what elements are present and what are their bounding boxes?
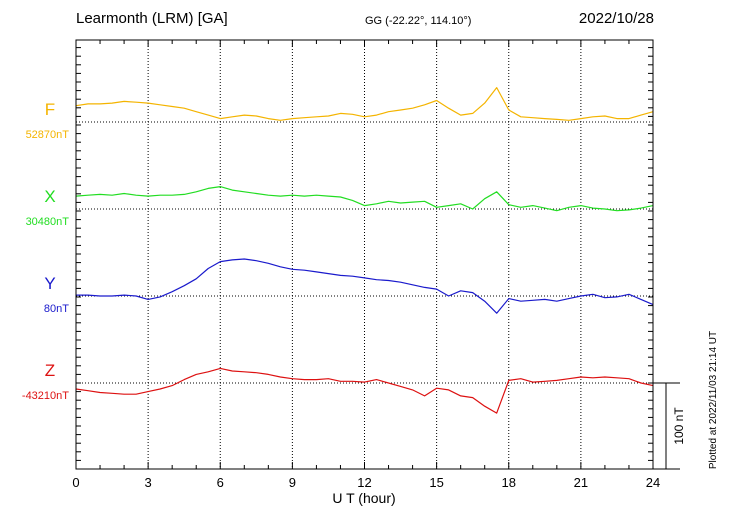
series-line-x [75, 186, 654, 212]
series-name-y: Y [44, 274, 55, 293]
series-line-f [75, 86, 654, 121]
label-layer: 0 3 6 9 12 15 18 21 24 F 52870nT X 30480nT Y 80nT Z -432… [22, 100, 660, 490]
series-name-f: F [45, 100, 55, 119]
series-layer [75, 86, 654, 414]
x-tick-label: 0 [72, 475, 79, 490]
x-tick-label: 24 [646, 475, 660, 490]
x-axis-title: U T (hour) [332, 490, 395, 506]
plotted-timestamp: Plotted at 2022/11/03 21:14 UT [708, 331, 719, 469]
baseline-label-x: 30480nT [26, 216, 70, 228]
series-name-z: Z [45, 361, 55, 380]
baseline-label-f: 52870nT [26, 129, 70, 141]
x-tick-label: 9 [289, 475, 296, 490]
x-tick-label: 15 [429, 475, 443, 490]
series-name-x: X [44, 187, 55, 206]
scale-bar [653, 382, 680, 470]
baseline-layer [76, 121, 653, 384]
baseline-label-y: 80nT [44, 303, 69, 315]
x-tick-label: 18 [502, 475, 516, 490]
x-tick-label: 6 [217, 475, 224, 490]
plot-date: 2022/10/28 [578, 10, 654, 27]
station-title: Learmonth (LRM) [GA] [76, 10, 228, 27]
x-tick-label: 3 [145, 475, 152, 490]
plot-frame [75, 39, 654, 470]
series-line-z [75, 367, 654, 414]
baseline-label-z: -43210nT [22, 390, 69, 402]
station-coordinates: GG (-22.22°, 114.10°) [365, 15, 472, 27]
grid-layer [147, 40, 582, 469]
x-tick-label: 21 [574, 475, 588, 490]
x-tick-label: 12 [357, 475, 371, 490]
scale-label: 100 nT [672, 407, 686, 445]
series-line-y [76, 258, 654, 314]
tick-layer [75, 40, 654, 470]
